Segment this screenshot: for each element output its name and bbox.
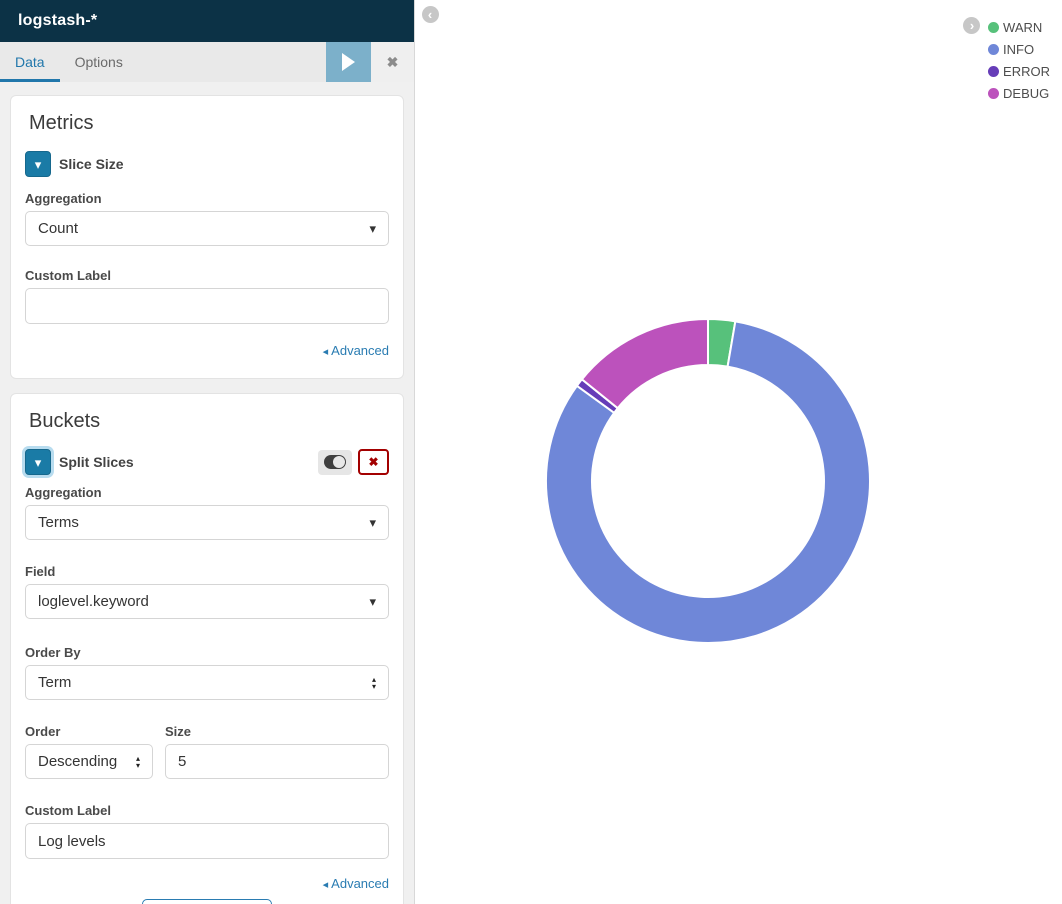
legend-label: WARN bbox=[1003, 19, 1043, 35]
chevron-down-icon bbox=[369, 514, 376, 531]
bucket-custom-label-label: Custom Label bbox=[25, 803, 111, 818]
editor-form-scroll-area[interactable]: Metrics Slice Size Aggregation Count Cus… bbox=[0, 82, 414, 904]
order-by-value: Term bbox=[38, 674, 72, 691]
remove-bucket-button[interactable] bbox=[358, 449, 389, 475]
split-slices-row: Split Slices bbox=[25, 449, 389, 475]
metric-aggregation-label: Aggregation bbox=[25, 191, 102, 206]
bucket-field-select[interactable]: loglevel.keyword bbox=[25, 584, 389, 619]
index-pattern-title: logstash-* bbox=[18, 12, 98, 29]
select-updown-icon bbox=[136, 755, 140, 769]
tab-data[interactable]: Data bbox=[0, 42, 60, 82]
order-value: Descending bbox=[38, 753, 118, 770]
legend-item-warn[interactable]: WARN bbox=[988, 16, 1050, 38]
legend-color-dot bbox=[988, 21, 1000, 33]
donut-slice-debug[interactable] bbox=[580, 318, 709, 410]
collapse-legend-icon[interactable] bbox=[963, 17, 981, 34]
size-input[interactable] bbox=[165, 744, 389, 779]
collapse-bucket-chevron-button[interactable] bbox=[25, 449, 51, 475]
metrics-heading: Metrics bbox=[29, 112, 94, 134]
buckets-card: Buckets Split Slices Aggregation Terms F… bbox=[10, 393, 404, 904]
order-select[interactable]: Descending bbox=[25, 744, 153, 779]
collapse-sidebar-icon[interactable] bbox=[422, 6, 439, 23]
bucket-aggregation-label: Aggregation bbox=[25, 485, 102, 500]
toggle-icon bbox=[324, 455, 346, 469]
legend-label: DEBUG bbox=[1003, 85, 1050, 101]
legend-color-dot bbox=[988, 87, 1000, 99]
chart-legend: WARN INFO ERROR DEBUG bbox=[963, 16, 1050, 104]
discard-changes-button[interactable] bbox=[371, 42, 414, 82]
order-label: Order bbox=[25, 724, 61, 739]
editor-tab-bar: Data Options bbox=[0, 42, 414, 82]
chevron-down-icon bbox=[369, 593, 376, 610]
vis-editor-header: logstash-* bbox=[0, 0, 414, 42]
apply-changes-button[interactable] bbox=[326, 42, 371, 82]
add-sub-buckets-row: Add sub-buckets bbox=[25, 899, 389, 904]
legend-items: WARN INFO ERROR DEBUG bbox=[988, 16, 1050, 104]
donut-slice-info[interactable] bbox=[545, 320, 871, 644]
legend-item-info[interactable]: INFO bbox=[988, 38, 1050, 60]
bucket-field-value: loglevel.keyword bbox=[38, 593, 149, 610]
legend-color-dot bbox=[988, 43, 1000, 55]
metric-custom-label-input[interactable] bbox=[25, 288, 389, 324]
tab-bar-spacer bbox=[138, 42, 326, 82]
add-sub-buckets-button[interactable]: Add sub-buckets bbox=[141, 899, 273, 904]
size-label: Size bbox=[165, 724, 192, 739]
metric-custom-label-label: Custom Label bbox=[25, 268, 111, 283]
bucket-aggregation-select[interactable]: Terms bbox=[25, 505, 389, 540]
metric-aggregation-value: Count bbox=[38, 220, 79, 237]
bucket-aggregation-value: Terms bbox=[38, 514, 79, 531]
legend-color-dot bbox=[988, 65, 1000, 77]
collapse-metric-chevron-button[interactable] bbox=[25, 151, 51, 177]
select-updown-icon bbox=[372, 676, 376, 690]
metric-advanced-link[interactable]: Advanced bbox=[323, 343, 389, 358]
bucket-row-label: Split Slices bbox=[59, 454, 134, 470]
bucket-field-label: Field bbox=[25, 564, 56, 579]
visualization-canvas: WARN INFO ERROR DEBUG bbox=[415, 0, 1062, 904]
order-by-label: Order By bbox=[25, 645, 81, 660]
chevron-down-icon bbox=[369, 220, 376, 237]
vis-editor-sidebar: logstash-* Data Options Metrics Slice Si… bbox=[0, 0, 415, 904]
metrics-card: Metrics Slice Size Aggregation Count Cus… bbox=[10, 95, 404, 379]
disable-bucket-toggle[interactable] bbox=[318, 449, 352, 475]
metric-row-label: Slice Size bbox=[59, 156, 124, 172]
bucket-advanced-link[interactable]: Advanced bbox=[323, 876, 389, 891]
metric-advanced-row: Advanced bbox=[25, 342, 389, 360]
donut-chart-svg bbox=[545, 318, 871, 644]
legend-label: INFO bbox=[1003, 41, 1035, 57]
legend-label: ERROR bbox=[1003, 63, 1050, 79]
order-column: Order Descending bbox=[25, 724, 153, 779]
slice-size-row: Slice Size bbox=[25, 151, 389, 177]
tab-options[interactable]: Options bbox=[74, 54, 123, 70]
donut-chart bbox=[538, 311, 878, 651]
legend-item-error[interactable]: ERROR bbox=[988, 60, 1050, 82]
order-by-select[interactable]: Term bbox=[25, 665, 389, 700]
bucket-advanced-row: Advanced bbox=[25, 875, 389, 893]
legend-item-debug[interactable]: DEBUG bbox=[988, 82, 1050, 104]
buckets-heading: Buckets bbox=[29, 410, 101, 432]
metric-aggregation-select[interactable]: Count bbox=[25, 211, 389, 246]
bucket-custom-label-input[interactable] bbox=[25, 823, 389, 859]
size-column: Size bbox=[165, 724, 389, 779]
